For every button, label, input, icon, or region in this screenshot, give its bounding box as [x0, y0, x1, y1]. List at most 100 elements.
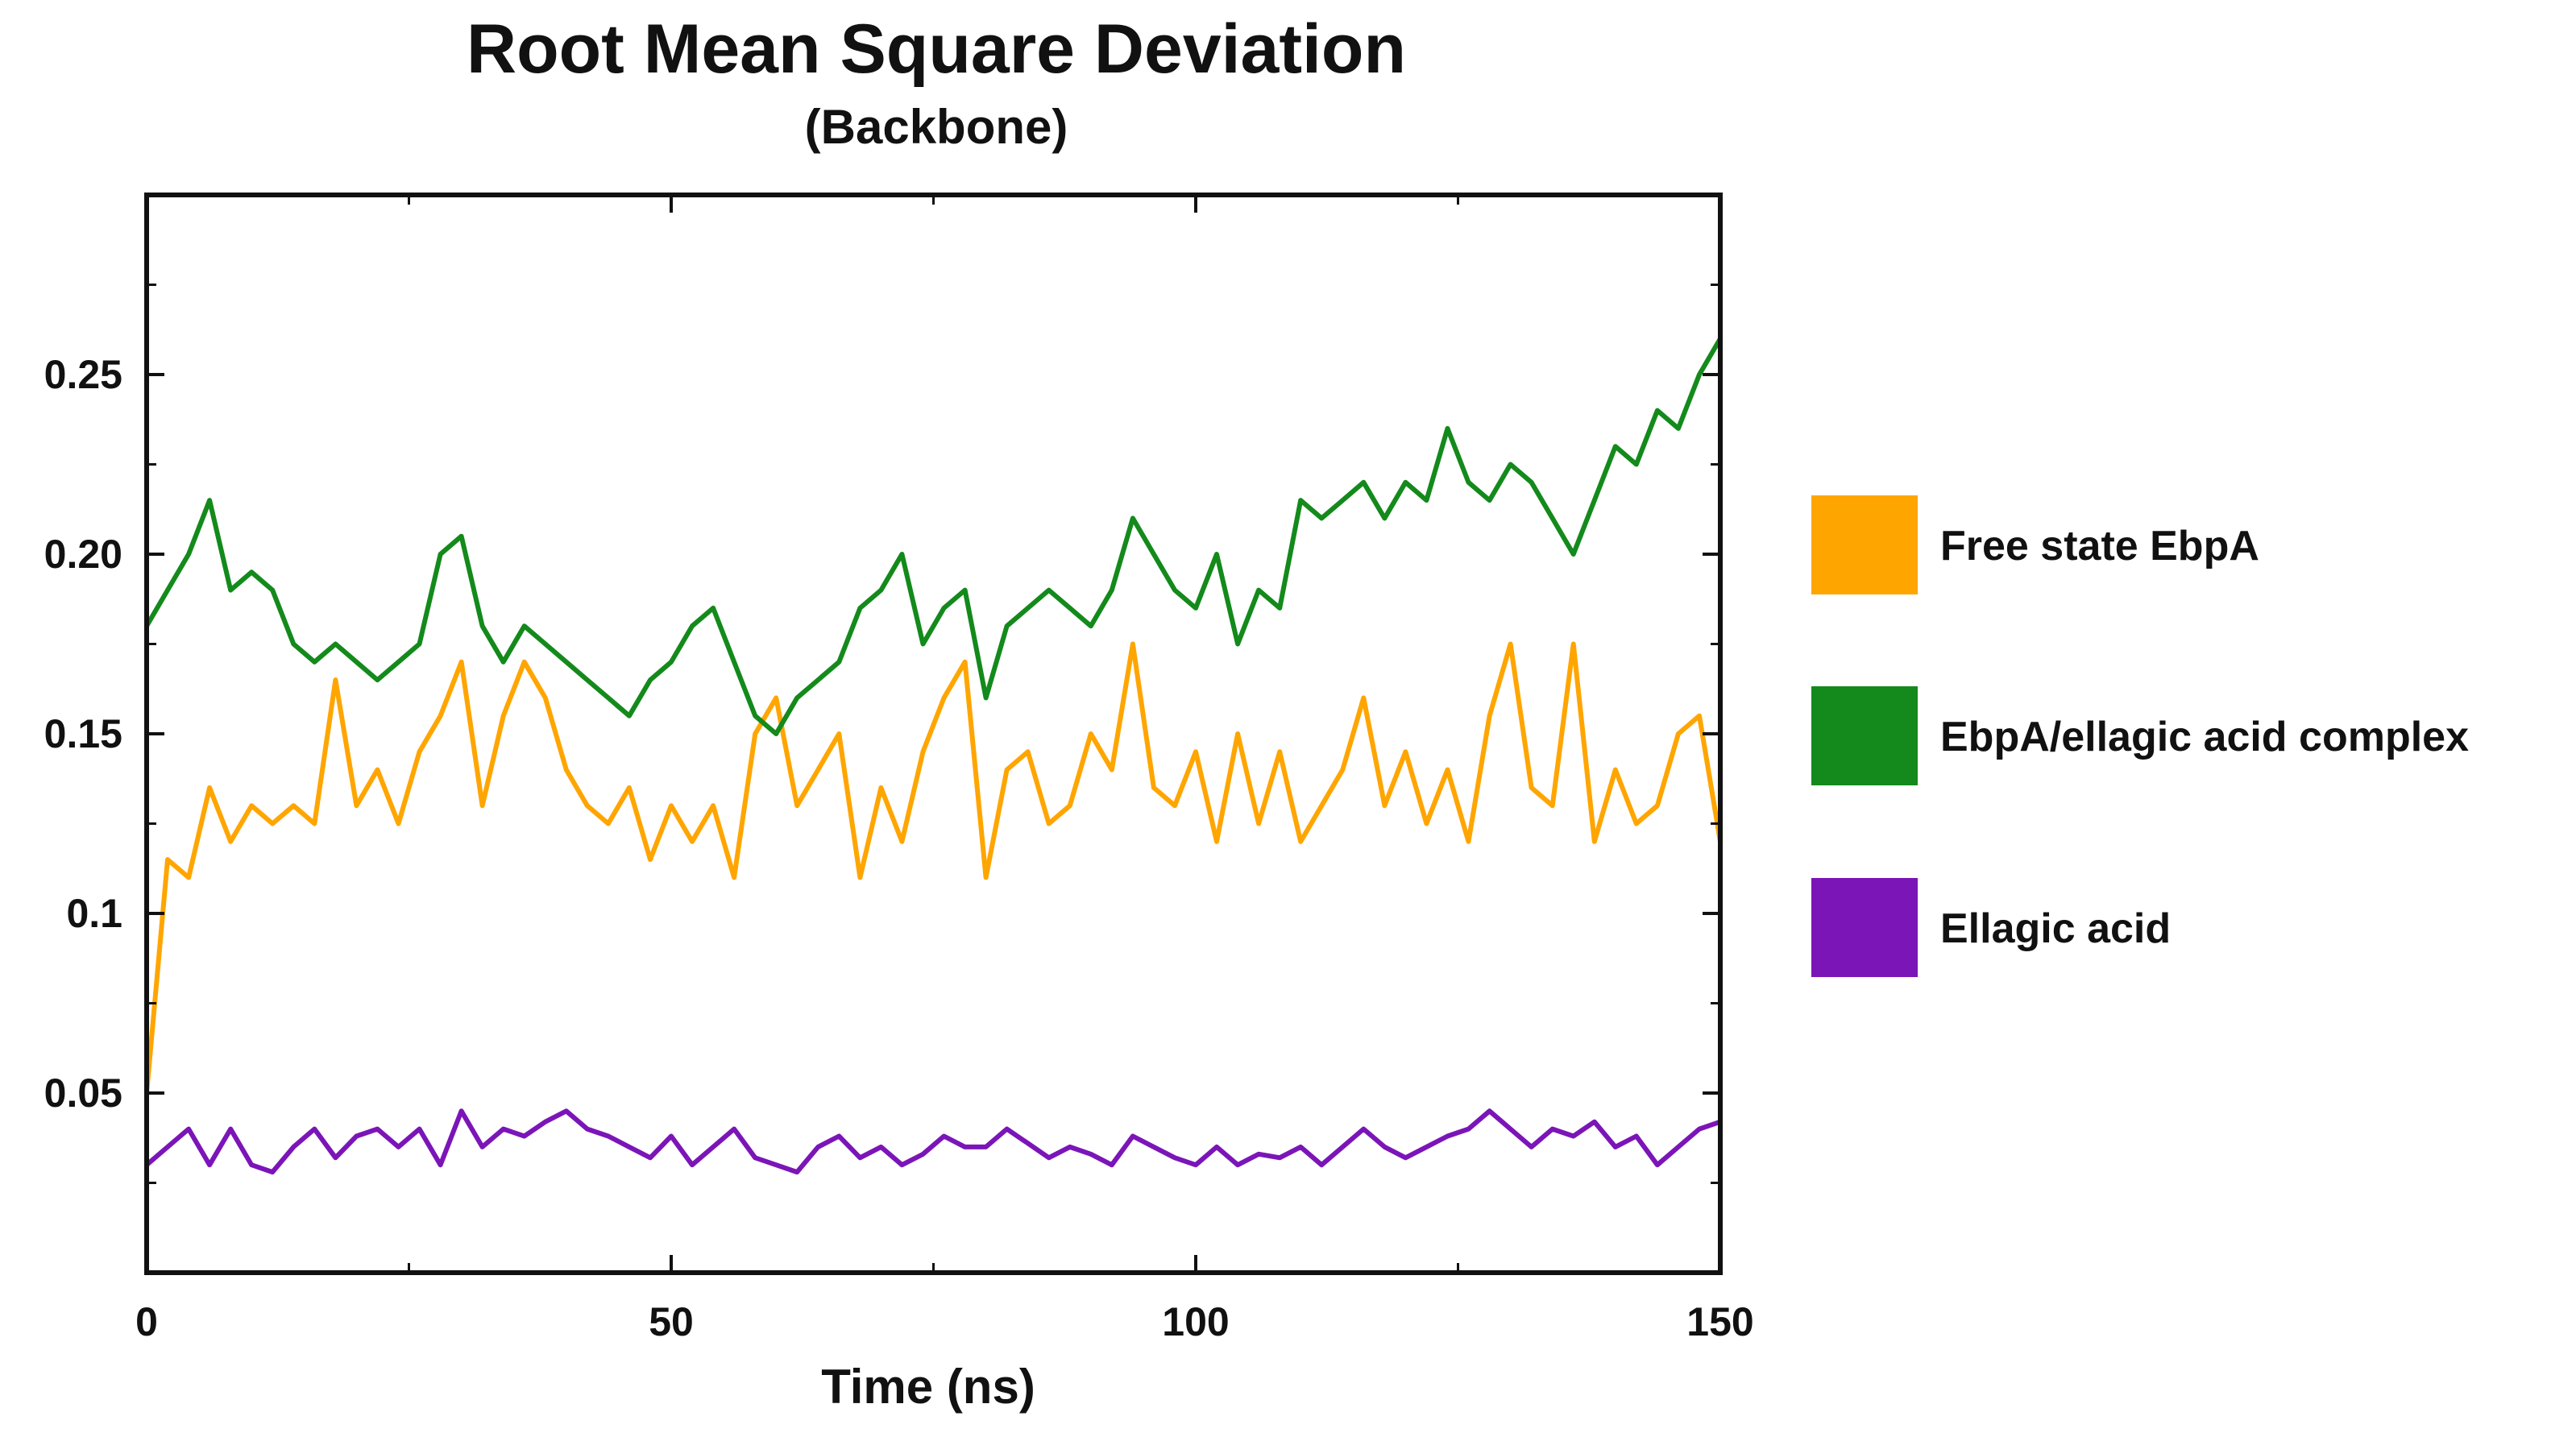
series-2-point — [249, 569, 254, 574]
series-1-point — [1130, 642, 1135, 646]
series-3-point — [354, 1134, 359, 1138]
series-1-point — [249, 803, 254, 808]
series-2-point — [774, 731, 778, 736]
series-3-point — [1634, 1134, 1639, 1138]
series-1-point — [543, 695, 548, 700]
series-3-point — [921, 1152, 925, 1157]
series-1-point — [984, 875, 989, 880]
series-1-point — [1193, 749, 1198, 754]
series-3-point — [1319, 1162, 1324, 1167]
series-1-point — [732, 875, 736, 880]
series-2-point — [1403, 480, 1408, 485]
series-3-point — [1550, 1127, 1555, 1132]
series-2-point — [1068, 606, 1072, 611]
series-3-point — [1130, 1134, 1135, 1138]
series-3-point — [1047, 1155, 1052, 1160]
series-2-point — [333, 642, 338, 646]
y-tick-label: 0.25 — [44, 352, 122, 397]
series-2-point — [1130, 516, 1135, 520]
x-tick-label: 100 — [1162, 1299, 1229, 1344]
series-2-point — [585, 677, 590, 682]
series-3-point — [228, 1127, 233, 1132]
data-series-group — [144, 336, 1723, 1175]
series-3-point — [1508, 1127, 1513, 1132]
series-1-point — [1214, 839, 1219, 844]
series-2-point — [438, 552, 443, 557]
series-1-point — [648, 857, 653, 862]
series-2-point — [1487, 498, 1492, 503]
series-line-3 — [144, 1108, 1723, 1175]
series-1-point — [942, 695, 946, 700]
series-3-point — [984, 1145, 989, 1149]
series-3-point — [207, 1162, 212, 1167]
series-1-point — [1068, 803, 1072, 808]
series-2-point — [1089, 623, 1093, 628]
series-3-point — [857, 1155, 862, 1160]
series-1-point — [396, 822, 400, 826]
series-2-point — [1424, 498, 1429, 503]
series-1-point — [711, 803, 716, 808]
series-3-point — [543, 1120, 548, 1124]
series-3-point — [522, 1134, 527, 1138]
series-3-point — [1298, 1145, 1303, 1149]
series-3-point — [627, 1145, 632, 1149]
series-3-point — [459, 1108, 464, 1113]
series-3-point — [333, 1155, 338, 1160]
series-2-point — [1592, 498, 1597, 503]
series-3-point — [732, 1127, 736, 1132]
series-3-point — [501, 1127, 506, 1132]
series-2-point — [1655, 408, 1660, 413]
series-2-point — [878, 588, 883, 593]
series-3-point — [690, 1162, 695, 1167]
series-1-point — [836, 731, 841, 736]
series-2-point — [1361, 480, 1366, 485]
series-1-point — [1592, 839, 1597, 844]
series-2-point — [186, 552, 191, 557]
series-1-point — [438, 714, 443, 718]
series-2-point — [984, 695, 989, 700]
series-3-point — [417, 1127, 421, 1132]
series-1-point — [1005, 768, 1010, 772]
series-2-point — [291, 642, 296, 646]
series-3-point — [899, 1162, 904, 1167]
series-3-point — [1235, 1162, 1240, 1167]
series-1-point — [1403, 749, 1408, 754]
series-3-point — [375, 1127, 380, 1132]
series-2-point — [480, 623, 485, 628]
series-3-point — [1361, 1127, 1366, 1132]
series-3-point — [1529, 1145, 1534, 1149]
legend-swatch — [1811, 495, 1918, 594]
series-3-point — [1403, 1155, 1408, 1160]
series-3-point — [669, 1134, 674, 1138]
series-2-point — [1110, 588, 1114, 593]
series-2-point — [1298, 498, 1303, 503]
series-1-point — [1256, 822, 1261, 826]
legend: Free state EbpA EbpA/ellagic acid complex… — [1811, 495, 2469, 977]
series-2-point — [1634, 462, 1639, 466]
series-2-point — [1277, 606, 1282, 611]
series-2-point — [1466, 480, 1471, 485]
series-1-point — [857, 875, 862, 880]
series-2-point — [1047, 588, 1052, 593]
series-2-point — [815, 677, 820, 682]
series-1-point — [1424, 822, 1429, 826]
series-3-point — [942, 1134, 946, 1138]
series-1-point — [522, 660, 527, 665]
series-line-1 — [144, 641, 1723, 1095]
series-2-point — [627, 714, 632, 718]
series-3-point — [753, 1155, 757, 1160]
x-tick-label: 50 — [649, 1299, 694, 1344]
series-1-point — [627, 785, 632, 790]
series-2-point — [1529, 480, 1534, 485]
series-3-point — [1446, 1134, 1450, 1138]
legend-swatch — [1811, 878, 1918, 977]
y-tick-label: 0.15 — [44, 711, 122, 756]
series-1-point — [585, 803, 590, 808]
series-3-point — [1382, 1145, 1387, 1149]
series-1-point — [1446, 768, 1450, 772]
series-1-point — [480, 803, 485, 808]
x-axis-label: Time (ns) — [821, 1360, 1035, 1414]
series-2-point — [1382, 516, 1387, 520]
series-3-point — [564, 1108, 569, 1113]
